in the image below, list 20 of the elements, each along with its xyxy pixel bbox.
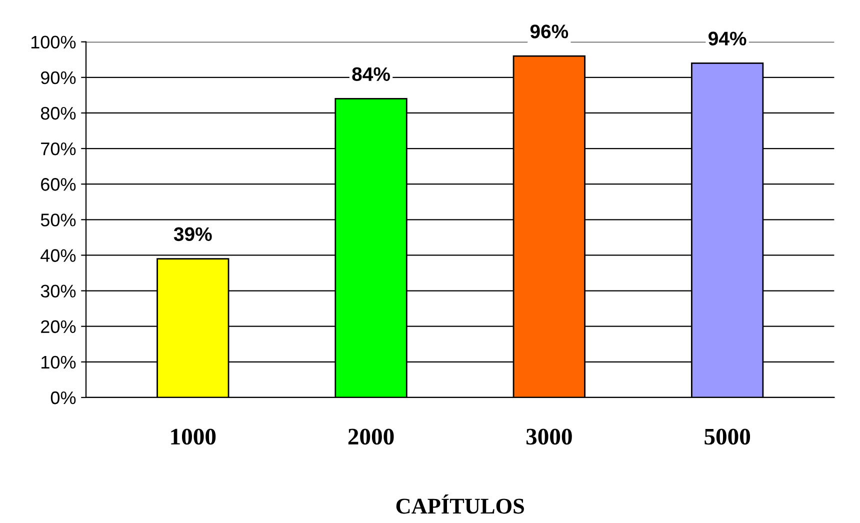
y-tick-label: 70% [41, 142, 76, 156]
data-label: 96% [530, 24, 568, 38]
y-tick-label: 80% [40, 106, 76, 120]
y-tick-label: 100% [31, 36, 76, 49]
y-tick-label: 60% [41, 178, 76, 191]
y-tick-label: 40% [40, 249, 76, 262]
data-label: 94% [708, 32, 746, 46]
x-tick-label: 1000 [171, 428, 216, 445]
data-label: 84% [352, 67, 390, 82]
y-tick-label: 90% [40, 71, 76, 84]
y-tick-label: 0% [50, 391, 76, 404]
x-tick-label: 5000 [704, 428, 750, 445]
y-tick-label: 20% [41, 320, 76, 334]
x-tick-label: 2000 [348, 428, 394, 445]
y-tick-label: 30% [40, 284, 76, 298]
x-tick-label: 3000 [526, 428, 572, 445]
data-label: 39% [174, 227, 212, 242]
x-axis-title: CAPÍTULOS [396, 494, 524, 514]
y-tick-label: 10% [42, 356, 76, 369]
y-tick-label: 50% [40, 214, 76, 226]
